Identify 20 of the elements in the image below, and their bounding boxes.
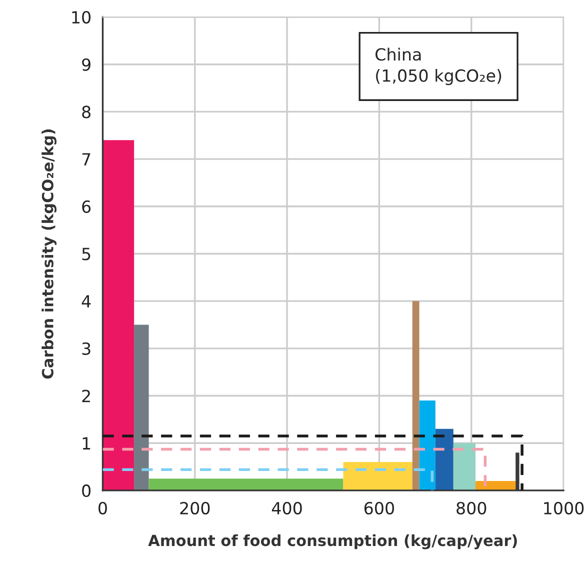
y-tick-label: 9: [82, 58, 90, 71]
x-tick-label: 400: [272, 502, 302, 514]
annotation: China (1,050 kgCO₂e): [376, 48, 502, 86]
y-tick-label: 6: [82, 200, 91, 213]
x-tick-label: 0: [98, 502, 107, 514]
y-tick-label: 3: [82, 342, 90, 355]
y-axis-title: Carbon intensity (kgCO₂e/kg): [42, 129, 57, 379]
x-tick-label: 600: [364, 502, 394, 514]
y-tick-label: 4: [82, 295, 91, 308]
y-tick-label: 1: [82, 437, 90, 450]
y-tick-label: 7: [82, 153, 90, 166]
x-tick-label: 1000: [544, 502, 584, 514]
y-tick-label: 10: [72, 10, 91, 24]
x-axis-title: Amount of food consumption (kg/cap/year): [148, 534, 517, 550]
y-tick-label: 8: [82, 106, 90, 118]
x-tick-label: 800: [456, 502, 486, 514]
y-tick-label: 5: [82, 248, 90, 260]
y-tick-label: 2: [82, 390, 90, 402]
x-tick-label: 200: [180, 502, 210, 514]
y-tick-label: 0: [82, 484, 91, 498]
